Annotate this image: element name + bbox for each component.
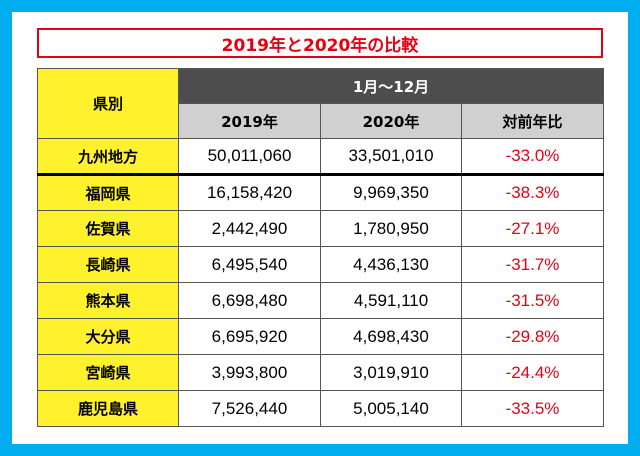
table-row: 熊本県 6,698,480 4,591,110 -31.5% [37,282,605,319]
value-2020: 4,591,110 [320,282,462,319]
prefecture-column-header: 県別 [37,68,179,139]
prefecture-name: 大分県 [37,318,179,355]
summary-2020-value: 33,501,010 [320,138,462,176]
table-row: 大分県 6,695,920 4,698,430 -29.8% [37,318,605,355]
ratio-value: -31.5% [460,282,605,319]
table-subheader-row: 2019年 2020年 対前年比 [38,103,605,139]
ratio-value: -33.5% [460,390,605,427]
period-header: 1月〜12月 [177,68,605,104]
summary-2019-value: 50,011,060 [178,138,321,176]
value-2019: 16,158,420 [178,174,321,211]
value-2020: 4,436,130 [320,246,462,283]
value-2019: 6,495,540 [178,246,321,283]
value-2019: 6,698,480 [178,282,321,319]
value-2020: 9,969,350 [320,174,462,211]
year-2019-header: 2019年 [178,103,321,139]
prefecture-name: 熊本県 [37,282,179,319]
content-card: 2019年と2020年の比較 県別 1月〜12月 2019年 2020年 対前年… [12,12,628,444]
table-row: 佐賀県 2,442,490 1,780,950 -27.1% [37,210,605,247]
value-2019: 6,695,920 [178,318,321,355]
value-2020: 1,780,950 [320,210,462,247]
summary-region-name: 九州地方 [37,138,179,176]
value-2019: 2,442,490 [178,210,321,247]
ratio-value: -24.4% [460,354,605,391]
prefecture-name: 福岡県 [37,174,179,211]
prefecture-name: 佐賀県 [37,210,179,247]
comparison-table: 県別 1月〜12月 2019年 2020年 対前年比 九州地方 50,011,0… [37,68,605,427]
summary-row: 九州地方 50,011,060 33,501,010 -33.0% [37,138,605,176]
table-row: 鹿児島県 7,526,440 5,005,140 -33.5% [37,390,605,427]
value-2020: 4,698,430 [320,318,462,355]
prefecture-name: 長崎県 [37,246,179,283]
prefecture-name: 宮崎県 [37,354,179,391]
summary-ratio-value: -33.0% [460,138,605,176]
value-2019: 3,993,800 [178,354,321,391]
value-2020: 5,005,140 [320,390,462,427]
ratio-value: -31.7% [460,246,605,283]
ratio-value: -27.1% [460,210,605,247]
year-2020-header: 2020年 [320,103,462,139]
ratio-header: 対前年比 [460,103,605,139]
table-row: 宮崎県 3,993,800 3,019,910 -24.4% [37,354,605,391]
prefecture-name: 鹿児島県 [37,390,179,427]
value-2019: 7,526,440 [178,390,321,427]
table-row: 長崎県 6,495,540 4,436,130 -31.7% [37,246,605,283]
ratio-value: -29.8% [460,318,605,355]
table-header-row: 県別 1月〜12月 [37,68,605,139]
table-row: 福岡県 16,158,420 9,969,350 -38.3% [37,174,605,211]
page-title: 2019年と2020年の比較 [37,28,603,58]
value-2020: 3,019,910 [320,354,462,391]
ratio-value: -38.3% [460,174,605,211]
